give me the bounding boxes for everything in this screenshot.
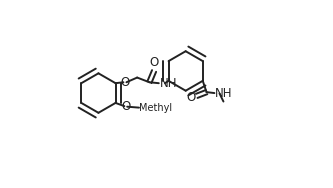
Text: O: O — [120, 76, 130, 89]
Text: NH: NH — [215, 86, 233, 100]
Text: Methyl: Methyl — [140, 103, 172, 113]
Text: O: O — [186, 91, 195, 104]
Text: O: O — [150, 56, 159, 69]
Text: O: O — [121, 100, 131, 113]
Text: NH: NH — [160, 77, 177, 90]
